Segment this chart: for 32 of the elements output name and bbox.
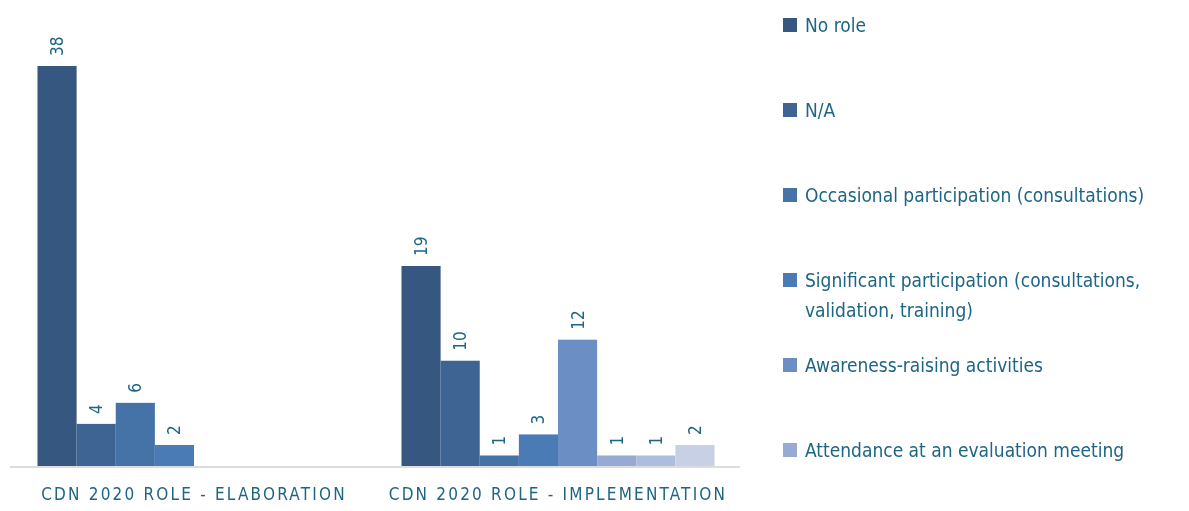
data-label: 6 xyxy=(125,383,146,393)
bar xyxy=(440,360,480,466)
data-label: 2 xyxy=(164,425,185,435)
bar xyxy=(479,455,519,466)
bar xyxy=(558,339,598,466)
legend-label: Awareness-raising activities xyxy=(805,354,1044,376)
bar xyxy=(675,444,715,466)
data-label: 2 xyxy=(684,425,705,435)
data-label: 3 xyxy=(528,414,549,425)
x-tick-label: CDN 2020 ROLE - ELABORATION xyxy=(41,484,347,504)
bar xyxy=(597,455,637,466)
data-label: 4 xyxy=(86,404,107,414)
data-label: 19 xyxy=(411,236,432,256)
data-label: 38 xyxy=(47,36,68,56)
data-label: 1 xyxy=(645,435,666,446)
data-label: 12 xyxy=(567,310,588,330)
data-label: 10 xyxy=(450,331,471,351)
legend-label: Attendance at an evaluation meeting xyxy=(805,439,1125,461)
data-label: 1 xyxy=(606,435,627,446)
legend-label: N/A xyxy=(805,99,836,121)
bar xyxy=(76,423,116,466)
bar xyxy=(636,455,676,466)
bar xyxy=(115,402,155,466)
legend-label: Occasional participation (consultations) xyxy=(805,184,1145,206)
bar xyxy=(518,434,558,466)
x-tick-label: CDN 2020 ROLE - IMPLEMENTATION xyxy=(388,484,728,504)
bar xyxy=(154,444,194,466)
bar xyxy=(401,266,441,466)
data-label: 1 xyxy=(489,435,510,446)
legend-label: No role xyxy=(805,14,866,36)
legend-label: Significant participation (consultations, validation, training) xyxy=(805,269,1141,321)
bar xyxy=(37,66,77,466)
